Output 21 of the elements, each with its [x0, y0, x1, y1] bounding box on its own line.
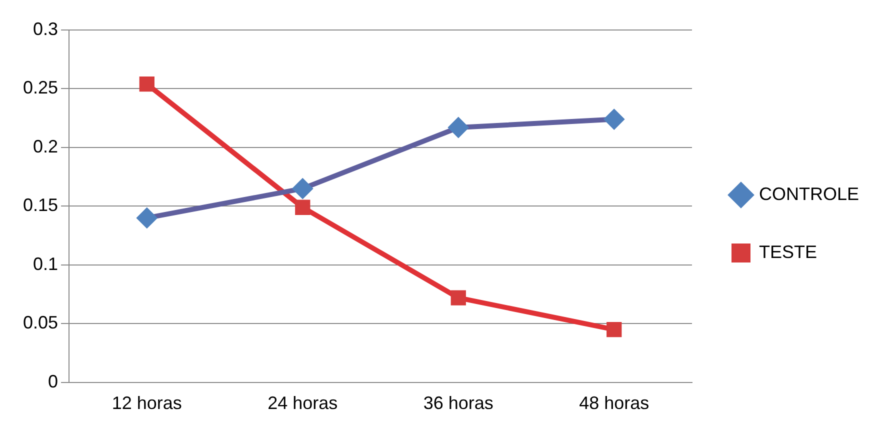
point	[448, 117, 469, 138]
y-tick-label: 0.15	[22, 195, 58, 216]
y-tick-label: 0.2	[33, 136, 58, 156]
x-tick-label: 12 horas	[112, 393, 182, 414]
point	[292, 178, 314, 200]
point	[139, 76, 154, 92]
y-tick-label: 0.05	[22, 312, 58, 333]
point	[136, 207, 158, 228]
point	[606, 322, 622, 338]
point	[295, 200, 310, 215]
y-tick-label: 0	[48, 371, 58, 392]
x-tick-label: 48 horas	[579, 393, 650, 414]
x-tick-label: 24 horas	[268, 393, 338, 414]
x-tick-label: 36 horas	[423, 393, 494, 414]
point	[604, 108, 625, 130]
legend-label: CONTROLE	[758, 184, 860, 204]
point	[450, 290, 466, 306]
y-tick-label: 0.25	[22, 78, 58, 98]
y-tick-label: 0.3	[33, 18, 58, 39]
legend-label: TESTE	[758, 242, 818, 262]
y-tick-label: 0.1	[33, 254, 58, 274]
